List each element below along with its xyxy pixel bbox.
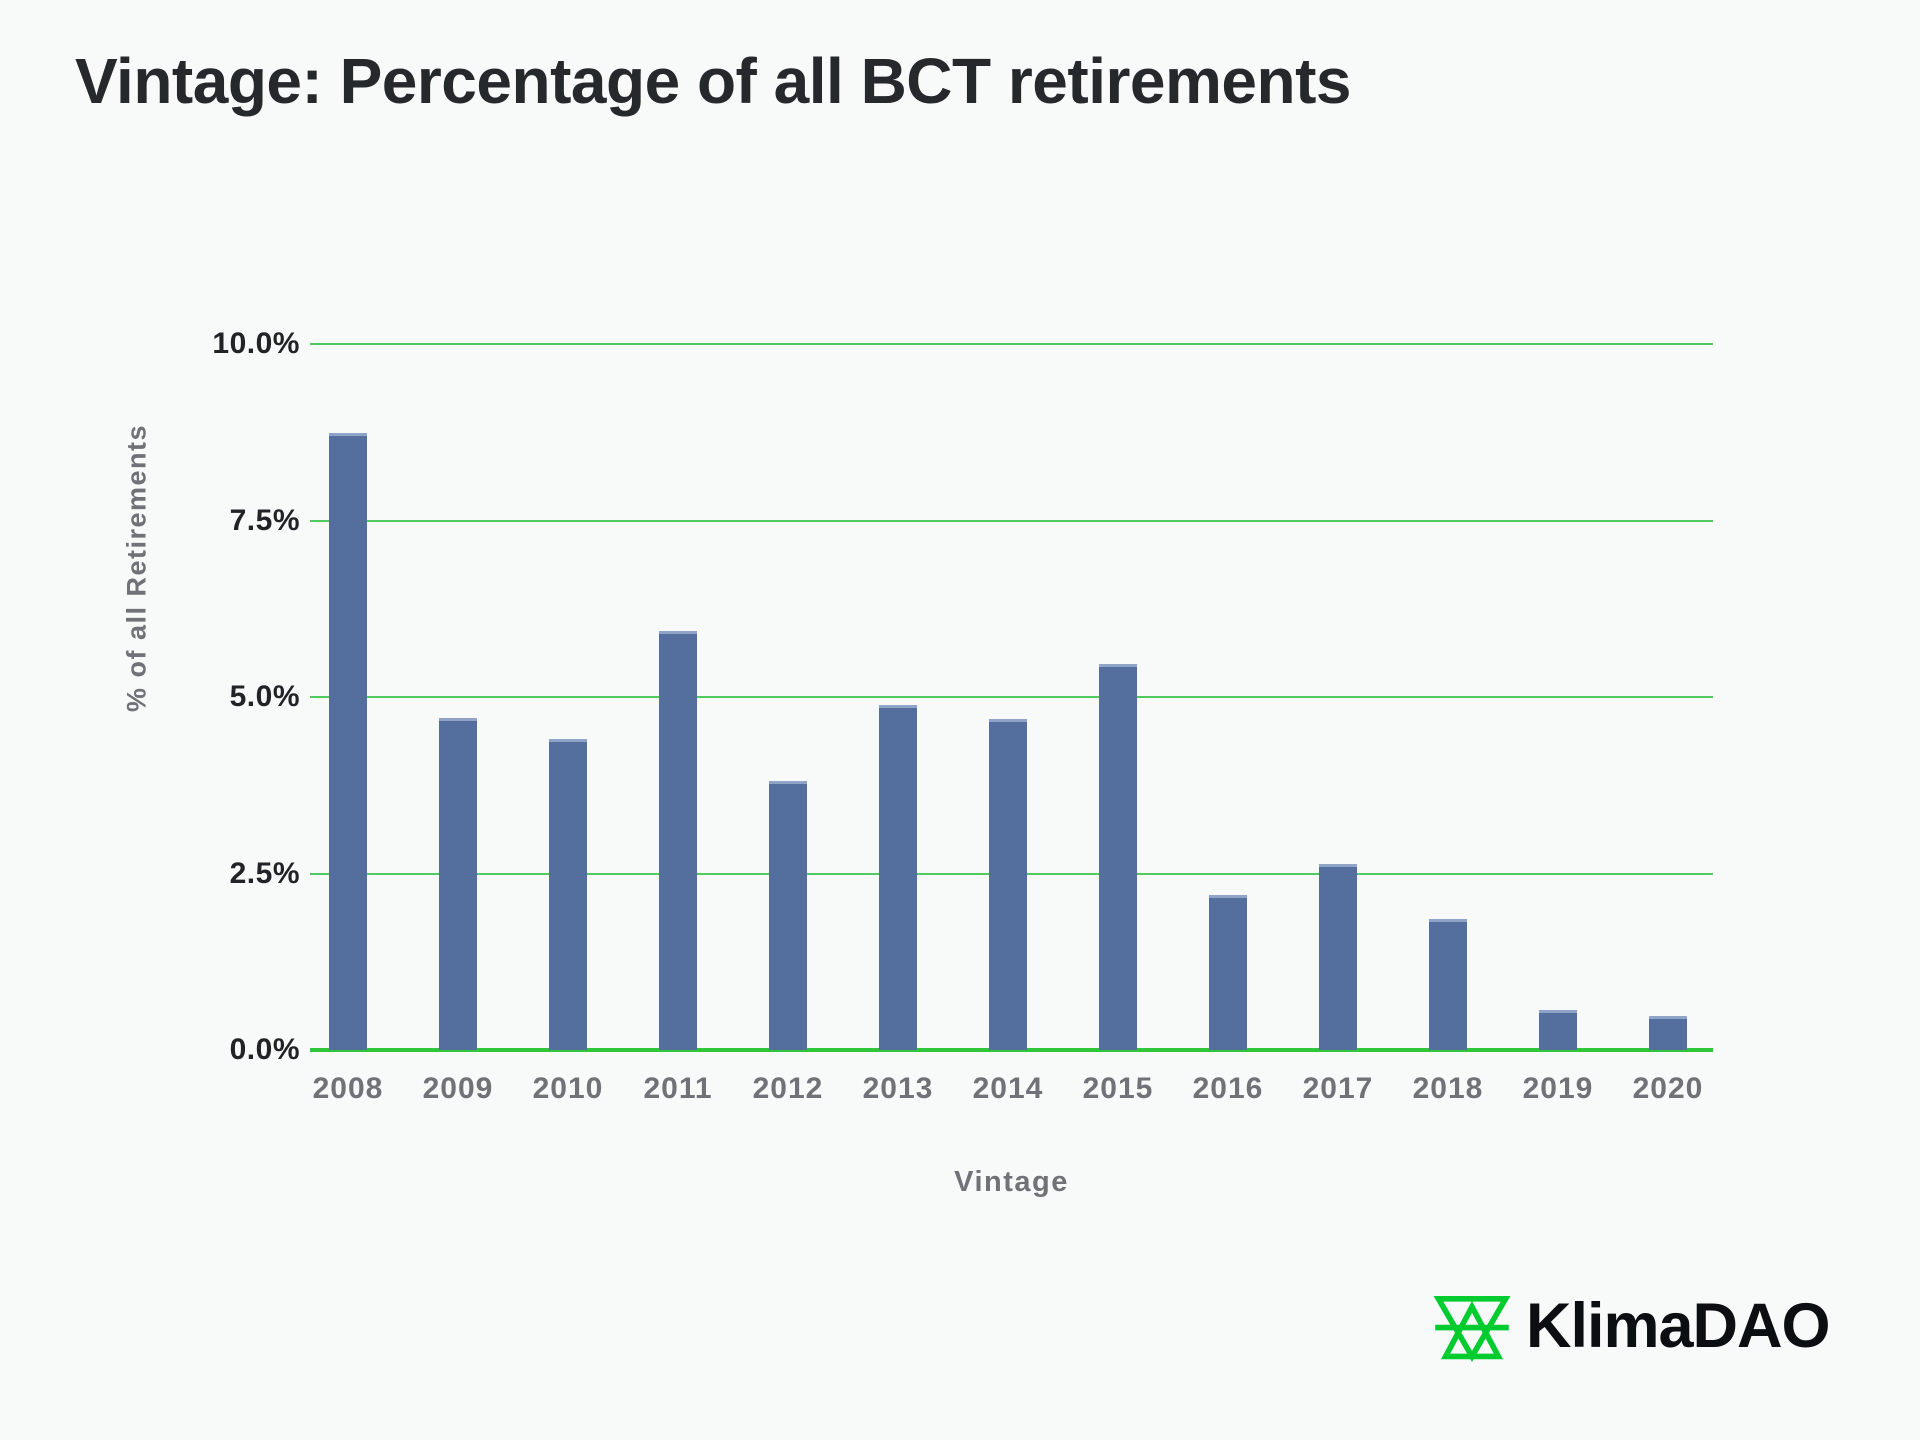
chart-title: Vintage: Percentage of all BCT retiremen… xyxy=(75,45,1351,117)
bar-2018 xyxy=(1429,919,1467,1050)
bar-2013 xyxy=(879,705,917,1050)
y-tick-0.0%: 0.0% xyxy=(229,1033,300,1066)
gridline-10.0% xyxy=(310,343,1713,345)
klimadao-logo: KlimaDAO xyxy=(1432,1286,1831,1366)
gridline-0.0% xyxy=(310,1048,1713,1052)
x-tick-2011: 2011 xyxy=(643,1072,713,1105)
bar-2016 xyxy=(1209,894,1247,1050)
x-tick-2020: 2020 xyxy=(1632,1072,1704,1105)
x-tick-2013: 2013 xyxy=(862,1072,934,1105)
bar-2011 xyxy=(659,630,697,1050)
bar-2009 xyxy=(439,718,477,1050)
bar-2008 xyxy=(329,432,367,1050)
x-tick-2015: 2015 xyxy=(1082,1072,1154,1105)
x-tick-2019: 2019 xyxy=(1522,1072,1594,1105)
y-tick-7.5%: 7.5% xyxy=(229,503,300,537)
bar-2019 xyxy=(1539,1009,1577,1050)
y-tick-2.5%: 2.5% xyxy=(229,856,300,890)
x-axis-tick-labels: 2008 2009 2010 2011 2012 2013 2014 2015 2016 2017… xyxy=(310,1072,1713,1112)
x-tick-2010: 2010 xyxy=(532,1072,604,1105)
bar-2015 xyxy=(1099,663,1137,1050)
klimadao-wordmark: KlimaDAO xyxy=(1526,1291,1831,1361)
x-tick-2009: 2009 xyxy=(422,1072,494,1105)
x-axis-title: Vintage xyxy=(954,1166,1069,1198)
gridline-7.5% xyxy=(310,519,1713,522)
y-tick-5.0%: 5.0% xyxy=(229,680,300,713)
x-tick-2016: 2016 xyxy=(1192,1072,1264,1105)
x-tick-2008: 2008 xyxy=(312,1072,384,1105)
bar-2014 xyxy=(989,718,1027,1050)
klima-triangles-icon xyxy=(1433,1296,1511,1362)
x-tick-2014: 2014 xyxy=(972,1072,1044,1105)
x-tick-2017: 2017 xyxy=(1302,1072,1374,1105)
bar-2012 xyxy=(769,781,807,1050)
gridline-5.0% xyxy=(310,696,1713,698)
y-tick-10.0%: 10.0% xyxy=(212,327,300,360)
x-tick-2012: 2012 xyxy=(752,1072,824,1105)
bar-2017 xyxy=(1319,863,1357,1050)
bar-2020 xyxy=(1649,1016,1687,1050)
plot-area xyxy=(310,343,1713,1052)
x-tick-2018: 2018 xyxy=(1412,1072,1484,1105)
bar-2010 xyxy=(549,739,587,1050)
y-axis-title: % of all Retirements xyxy=(121,423,152,713)
